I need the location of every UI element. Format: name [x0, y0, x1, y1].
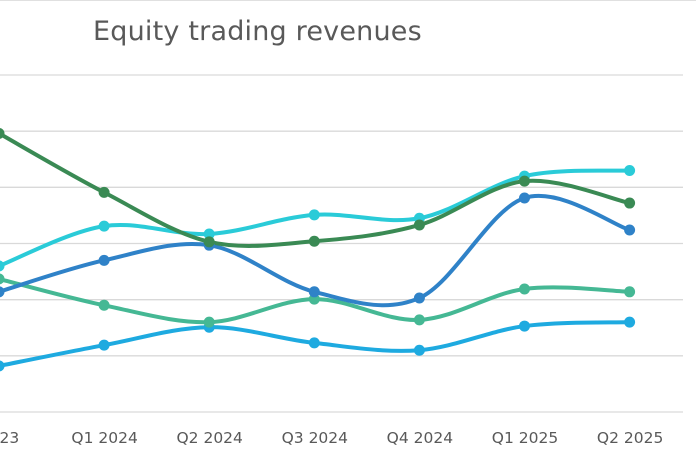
data-point-s1-5 — [519, 175, 530, 187]
data-point-s3-6 — [624, 224, 636, 236]
x-tick-label: Q2 2025 — [597, 429, 663, 447]
data-point-s1-1 — [98, 186, 110, 198]
data-point-s1-3 — [308, 235, 320, 247]
x-tick-label: Q4 2024 — [387, 429, 453, 447]
x-tick-label: Q2 2024 — [176, 429, 242, 447]
data-point-s1-6 — [624, 197, 636, 209]
data-point-s5-4 — [413, 344, 425, 356]
data-point-s2-6 — [624, 164, 636, 176]
data-point-s1-4 — [413, 219, 425, 231]
data-point-s2-2 — [203, 228, 215, 240]
data-point-s4-1 — [98, 299, 110, 311]
data-point-s2-0 — [0, 260, 5, 272]
data-point-s3-4 — [413, 292, 425, 304]
data-point-s4-6 — [624, 286, 636, 298]
data-point-s2-3 — [308, 209, 320, 221]
data-point-s3-5 — [519, 192, 530, 204]
x-axis-ticks: 2023 Q1 2024 Q2 2024 Q3 2024 Q4 2024 Q1 2025 Q… — [0, 429, 663, 447]
data-point-s4-4 — [413, 314, 425, 326]
data-point-s5-0 — [0, 360, 5, 372]
x-tick-label: Q3 2024 — [282, 429, 348, 447]
data-point-s1-2 — [203, 236, 215, 248]
x-tick-label: Q1 2025 — [492, 429, 558, 447]
data-point-s4-2 — [203, 316, 215, 328]
x-tick-label: 2023 — [0, 429, 19, 447]
data-point-s2-1 — [98, 220, 110, 232]
data-point-s3-0 — [0, 286, 5, 298]
data-point-s4-0 — [0, 273, 5, 285]
data-point-s5-3 — [308, 337, 320, 349]
data-point-s4-5 — [519, 283, 530, 295]
chart-title: Equity trading revenues — [93, 16, 422, 47]
data-point-s3-1 — [98, 254, 110, 266]
data-point-s1-0 — [0, 128, 5, 139]
top-border — [0, 0, 696, 1]
series-points — [0, 128, 636, 372]
x-tick-label: Q1 2024 — [71, 429, 137, 447]
series-lines — [0, 131, 632, 368]
data-point-s3-3 — [308, 286, 320, 298]
data-point-s5-6 — [624, 316, 636, 328]
data-point-s5-1 — [98, 339, 110, 351]
data-point-s5-5 — [519, 320, 530, 332]
gridlines — [0, 74, 683, 413]
